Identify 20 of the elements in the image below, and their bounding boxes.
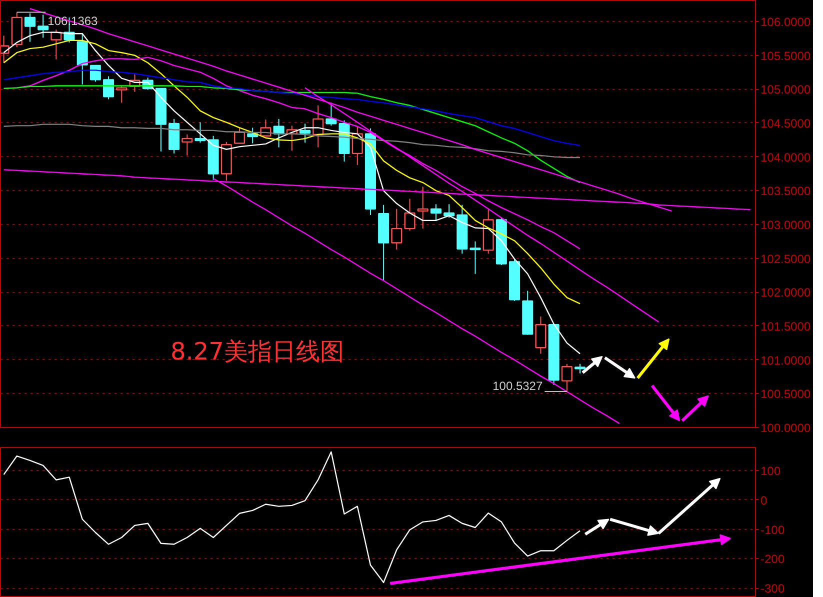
y-tick-label: 100.0000 bbox=[760, 421, 811, 435]
y-tick-label: 106.0000 bbox=[760, 14, 811, 29]
y-tick-label: 103.5000 bbox=[760, 184, 811, 198]
y-tick-label: -100 bbox=[760, 522, 785, 537]
y-tick-label: 105.5000 bbox=[760, 48, 811, 63]
text: 8.27美指日线图 bbox=[170, 338, 344, 366]
y-tick-label: 100.5000 bbox=[760, 387, 811, 402]
y-tick-label: 105.0000 bbox=[760, 82, 811, 97]
y-tick-label: 100 bbox=[760, 464, 781, 478]
y-tick-label: 101.5000 bbox=[760, 319, 811, 334]
y-tick-label: 0 bbox=[760, 493, 768, 508]
y-tick-label: 103.0000 bbox=[760, 218, 811, 232]
y-tick-label: -300 bbox=[760, 582, 785, 596]
y-tick-label: 101.0000 bbox=[760, 353, 811, 368]
y-tick-label: 102.5000 bbox=[760, 252, 811, 266]
y-tick-label: 102.0000 bbox=[760, 286, 811, 300]
y-tick-label: 104.5000 bbox=[760, 116, 811, 130]
y-tick-label: 104.0000 bbox=[760, 150, 811, 164]
y-tick-label: -200 bbox=[760, 552, 785, 566]
annotation: 100.5327 bbox=[492, 378, 543, 393]
